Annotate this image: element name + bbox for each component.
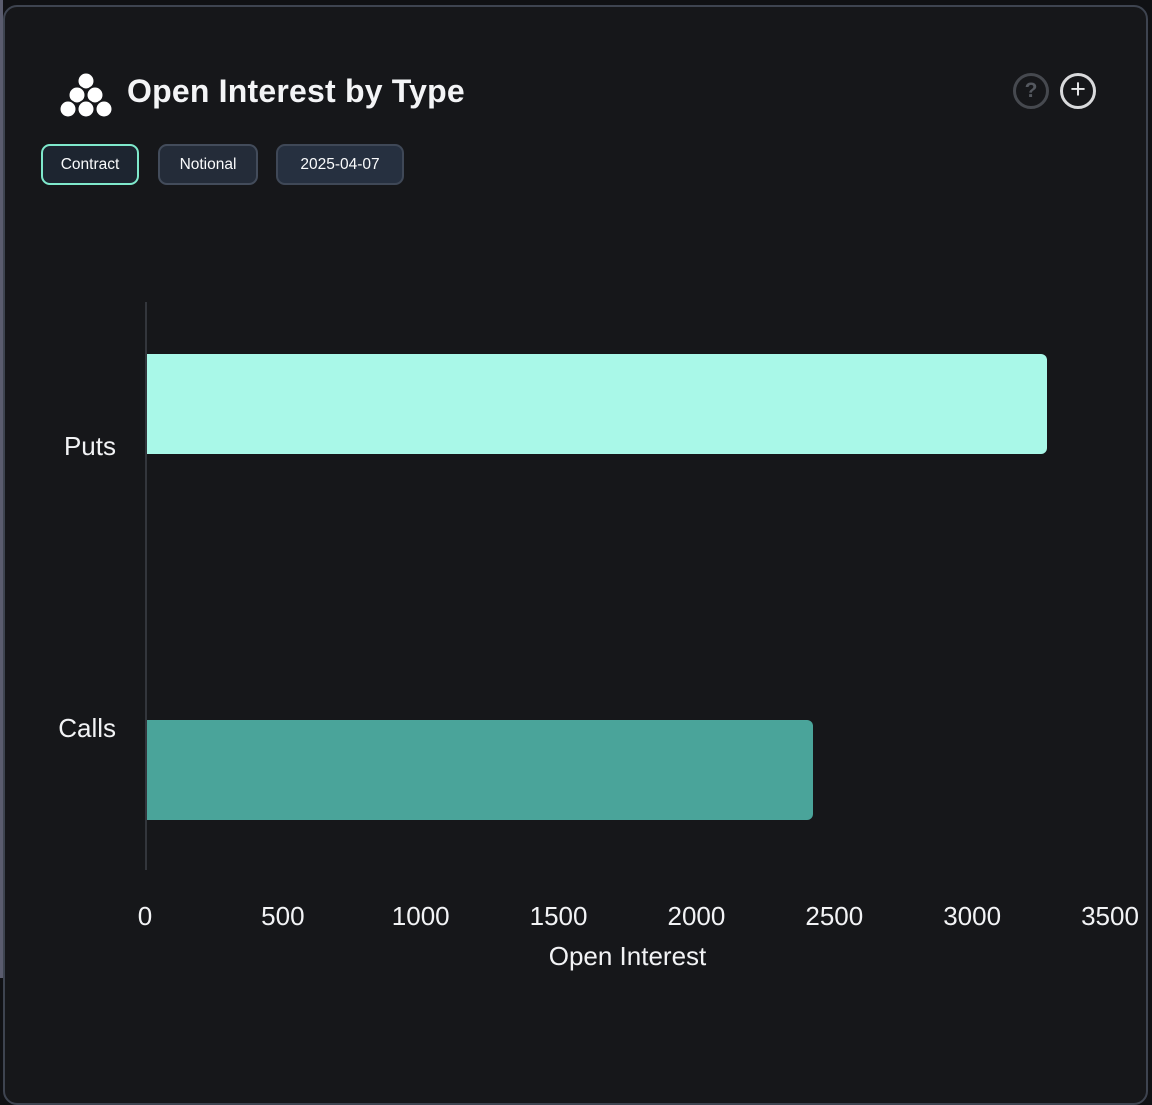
y-category-label-puts: Puts [63, 431, 116, 461]
add-button[interactable]: + [1060, 73, 1096, 109]
x-axis-ticks: 0 500 1000 1500 2000 2500 3000 3500 [138, 901, 1139, 933]
plus-icon: + [1070, 74, 1086, 104]
toggle-notional[interactable]: Notional [158, 144, 258, 185]
x-tick-label: 500 [261, 901, 305, 931]
x-tick-label: 1500 [529, 901, 588, 931]
help-button[interactable]: ? [1013, 73, 1049, 109]
question-mark-icon: ? [1024, 79, 1038, 102]
plot-area [145, 302, 1110, 870]
x-tick-label: 0 [137, 901, 153, 931]
y-category-label-calls: Calls [58, 713, 116, 743]
cluster-dots-icon [57, 69, 115, 121]
x-tick-label: 2500 [805, 901, 864, 931]
chart-card: Open Interest by Type ? + Contract Notio… [3, 5, 1148, 1105]
x-tick-label: 1000 [391, 901, 450, 931]
toggle-contract[interactable]: Contract [41, 144, 139, 185]
bar-puts[interactable] [147, 354, 1047, 454]
x-tick-label: 3500 [1081, 901, 1139, 931]
x-axis-title: Open Interest [548, 941, 707, 971]
x-tick-label: 3000 [943, 901, 1002, 931]
x-tick-label: 2000 [667, 901, 726, 931]
page-title: Open Interest by Type [127, 73, 465, 109]
window-edge [0, 0, 3, 978]
bar-calls[interactable] [147, 720, 813, 820]
date-selector[interactable]: 2025-04-07 [276, 144, 404, 185]
